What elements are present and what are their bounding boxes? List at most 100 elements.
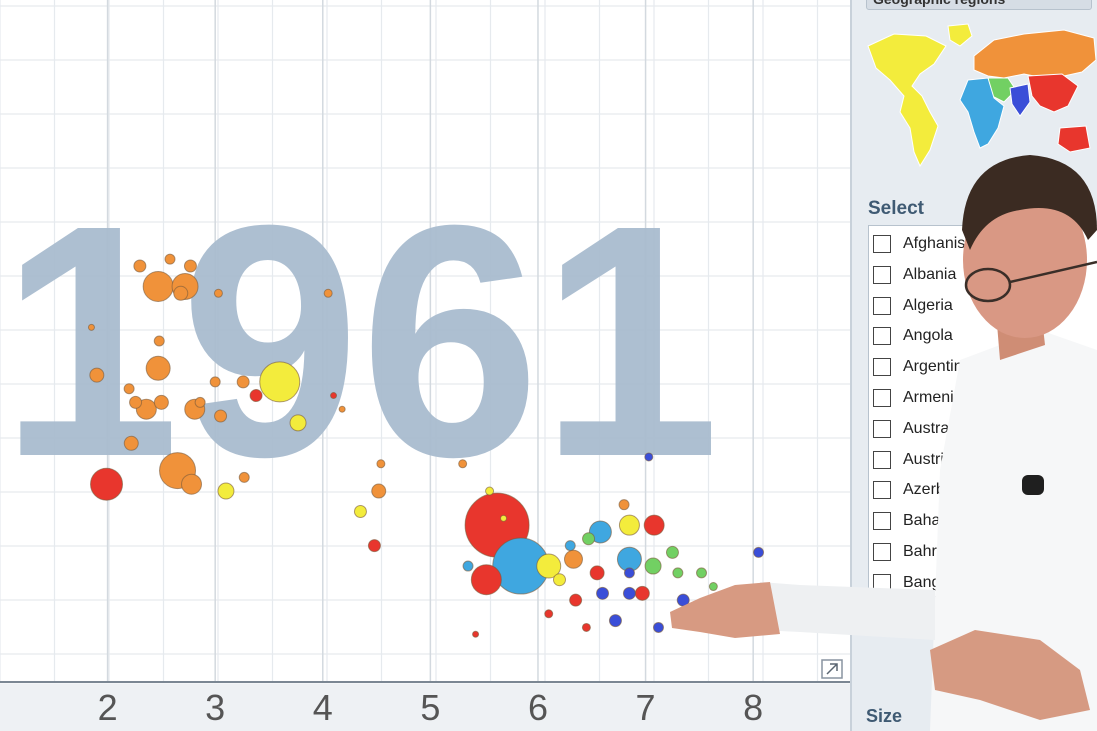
bubble-green[interactable] bbox=[788, 594, 800, 606]
country-row[interactable]: Albania bbox=[873, 261, 956, 289]
bubble-orange[interactable] bbox=[371, 483, 387, 499]
bubble-red[interactable] bbox=[589, 565, 605, 581]
country-checkbox[interactable] bbox=[873, 512, 891, 531]
bubble-yellow[interactable] bbox=[500, 514, 508, 522]
bubble-orange[interactable] bbox=[153, 335, 165, 347]
bubble-orange[interactable] bbox=[133, 259, 147, 273]
country-checkbox[interactable] bbox=[873, 235, 891, 253]
bubble-orange[interactable] bbox=[87, 323, 95, 331]
bubble-orange[interactable] bbox=[618, 499, 630, 511]
bubble-blue[interactable] bbox=[753, 546, 765, 558]
bubble-orange[interactable] bbox=[323, 288, 333, 298]
bubble-yellow[interactable] bbox=[485, 486, 495, 496]
country-list[interactable]: Afghanistan Albania Algeria Angola Argentina… bbox=[868, 225, 1097, 597]
bubble-red[interactable] bbox=[367, 539, 381, 553]
country-checkbox[interactable] bbox=[873, 573, 891, 592]
bubble-blue[interactable] bbox=[652, 621, 664, 633]
country-row[interactable]: Armenia bbox=[873, 384, 963, 412]
bubble-yellow[interactable] bbox=[353, 505, 367, 518]
map-east-asia[interactable] bbox=[1027, 73, 1091, 153]
map-africa[interactable] bbox=[959, 77, 1005, 149]
country-checkbox[interactable] bbox=[873, 327, 891, 346]
bubble-orange[interactable] bbox=[142, 270, 174, 302]
bubble-yellow[interactable] bbox=[259, 361, 301, 403]
bubble-orange[interactable] bbox=[89, 367, 105, 383]
bubble-green[interactable] bbox=[665, 545, 679, 559]
country-row[interactable]: Azerbaijan bbox=[873, 476, 979, 504]
bubble-orange[interactable] bbox=[153, 394, 169, 410]
country-row[interactable]: Algeria bbox=[873, 292, 953, 320]
bubble-red[interactable] bbox=[470, 564, 502, 596]
country-row[interactable]: Australia bbox=[873, 415, 965, 443]
bubble-yellow[interactable] bbox=[618, 514, 640, 536]
bubble-red[interactable] bbox=[90, 467, 124, 501]
bubble-orange[interactable] bbox=[376, 459, 386, 469]
country-checkbox[interactable] bbox=[873, 419, 891, 438]
bubble-blue[interactable] bbox=[596, 586, 610, 600]
bubble-red[interactable] bbox=[634, 585, 650, 601]
bubble-orange[interactable] bbox=[238, 471, 250, 483]
bubble-yellow[interactable] bbox=[692, 602, 702, 612]
bubble-red[interactable] bbox=[472, 630, 480, 638]
bubble-orange[interactable] bbox=[181, 473, 203, 495]
bubble-orange[interactable] bbox=[563, 549, 583, 569]
zoom-corner-icon[interactable] bbox=[821, 659, 843, 679]
map-europe-asia[interactable] bbox=[973, 29, 1096, 79]
bubble-blue[interactable] bbox=[676, 593, 690, 607]
bubble-red[interactable] bbox=[569, 593, 583, 607]
color-dropdown[interactable]: Geographic regions bbox=[866, 0, 1092, 10]
country-row[interactable]: Bahrain bbox=[873, 538, 958, 566]
bubble-green[interactable] bbox=[708, 582, 718, 592]
bubble-orange[interactable] bbox=[214, 409, 228, 423]
bubble-cyan[interactable] bbox=[462, 560, 474, 572]
bubble-yellow[interactable] bbox=[217, 482, 235, 500]
country-checkbox[interactable] bbox=[873, 481, 891, 500]
map-south-asia[interactable] bbox=[1009, 83, 1031, 117]
bubble-green[interactable] bbox=[644, 557, 662, 575]
bubble-orange[interactable] bbox=[123, 435, 139, 451]
bubble-cyan[interactable] bbox=[564, 540, 576, 552]
map-americas[interactable] bbox=[867, 33, 947, 168]
country-checkbox[interactable] bbox=[873, 543, 891, 561]
bubble-green[interactable] bbox=[582, 532, 596, 546]
bubble-blue[interactable] bbox=[623, 567, 635, 579]
country-checkbox[interactable] bbox=[873, 265, 891, 284]
bubble-green[interactable] bbox=[672, 567, 684, 579]
bubble-orange[interactable] bbox=[173, 285, 189, 301]
bubble-orange[interactable] bbox=[145, 355, 171, 381]
bubble-yellow[interactable] bbox=[552, 573, 566, 587]
bubble-orange[interactable] bbox=[183, 259, 197, 273]
country-row[interactable]: Afghanistan bbox=[873, 230, 988, 258]
country-row[interactable]: Bangladesh bbox=[873, 569, 988, 596]
bubble-orange[interactable] bbox=[209, 376, 221, 388]
bubble-orange[interactable] bbox=[458, 459, 468, 469]
bubble-orange[interactable] bbox=[194, 396, 206, 408]
country-checkbox[interactable] bbox=[873, 358, 891, 377]
bubble-blue[interactable] bbox=[622, 586, 636, 600]
country-row[interactable]: Bahamas bbox=[873, 507, 971, 535]
bubble-yellow[interactable] bbox=[727, 609, 737, 619]
country-checkbox[interactable] bbox=[873, 296, 891, 315]
bubble-green[interactable] bbox=[696, 567, 708, 579]
bubble-red[interactable] bbox=[544, 609, 554, 619]
country-row[interactable]: Argentina bbox=[873, 353, 972, 381]
country-row[interactable]: Angola bbox=[873, 322, 953, 350]
bubble-orange[interactable] bbox=[164, 253, 176, 265]
bubble-orange[interactable] bbox=[123, 383, 135, 395]
bubble-red[interactable] bbox=[330, 392, 338, 400]
bubble-orange[interactable] bbox=[213, 288, 223, 298]
bubble-orange[interactable] bbox=[338, 405, 346, 413]
bubble-yellow[interactable] bbox=[289, 414, 307, 432]
world-map-legend[interactable] bbox=[864, 16, 1096, 176]
bubble-red[interactable] bbox=[643, 514, 665, 536]
bubble-red[interactable] bbox=[581, 622, 591, 632]
country-checkbox[interactable] bbox=[873, 450, 891, 469]
bubble-orange[interactable] bbox=[129, 395, 143, 409]
bubble-red[interactable] bbox=[249, 389, 263, 403]
country-checkbox[interactable] bbox=[873, 389, 891, 407]
bubble-yellow[interactable] bbox=[536, 553, 562, 579]
bubble-blue[interactable] bbox=[608, 614, 622, 628]
bubble-blue[interactable] bbox=[644, 452, 654, 462]
country-row[interactable]: Austria bbox=[873, 446, 953, 474]
bubble-orange[interactable] bbox=[236, 375, 250, 389]
